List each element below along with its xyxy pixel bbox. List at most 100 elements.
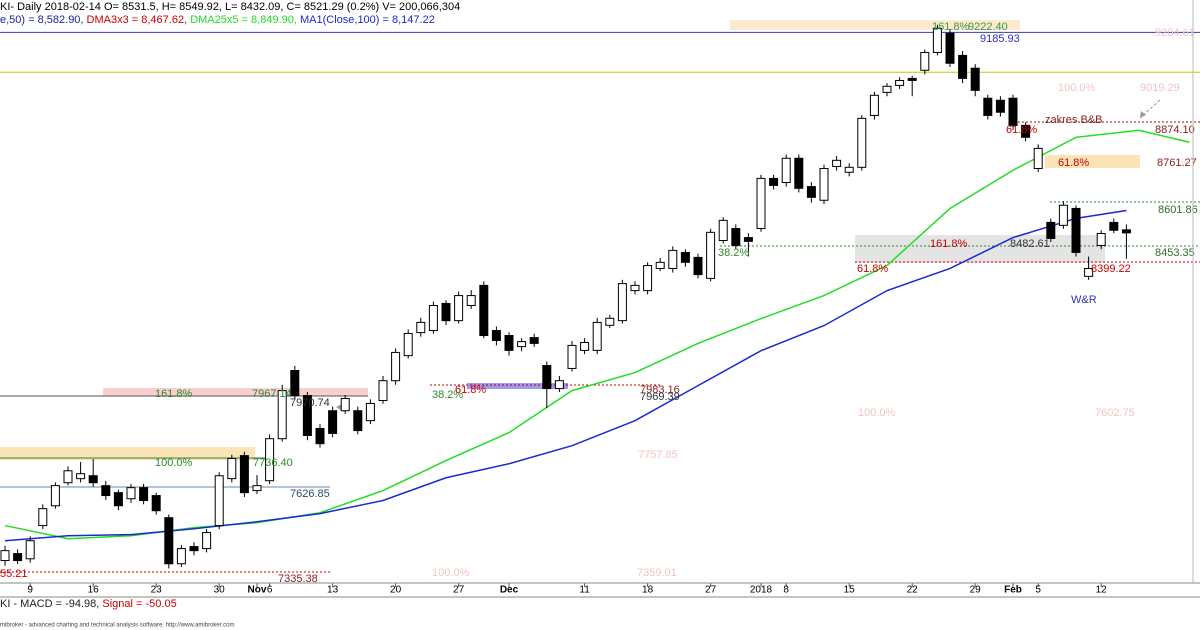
candle-body [88,475,98,484]
candle-body [592,321,602,351]
footer: mibroker - advanced charting and technic… [0,623,234,629]
annotation: 7983.16 [640,384,680,396]
candle-body [580,342,590,351]
annotation: 8453.35 [1155,247,1195,259]
annotation: 7757.85 [638,449,678,461]
candle-body [126,487,136,500]
candle-body [882,85,892,93]
candle-body [302,395,312,437]
candle-body [1096,232,1106,246]
ma-line [4,129,1190,540]
candle-body [1121,229,1131,234]
candle-body [743,237,753,242]
candle-body [1021,124,1031,138]
candle-body [970,67,980,91]
annotation: 61.8% [1006,124,1037,136]
annotation: 100.0% [155,457,193,469]
fib-zone [103,388,368,396]
candle-body [1046,221,1056,239]
annotation: 38.2% [432,389,463,401]
annotation: 8482.61 [1010,238,1050,250]
x-tick-label: 11 [579,585,590,596]
candle-body [554,380,564,390]
legend-item: MA1(Close,100) = 8,147.22 [300,14,435,26]
candle-body [340,397,350,412]
macd-title: KI - MACD = -94.98, Signal = -50.05 [0,598,177,610]
legend-item: DMA3x3 = 8,467.62, [87,14,188,26]
annotation: 161.8% [930,238,968,250]
x-tick-label: 18 [642,585,654,596]
candle-body [416,321,426,334]
candle-body [139,487,149,502]
annotation: 61.8% [1058,157,1089,169]
candle-body [504,335,514,351]
candle-body [403,332,413,357]
candle-body [643,265,653,292]
candle-body [1084,267,1094,277]
candle-body [832,159,842,167]
candle-body [781,157,791,183]
candle-body [315,428,325,445]
candle-body [1071,207,1081,253]
candle-body [1109,221,1119,231]
candle-body [391,351,401,382]
candle-body [176,548,186,565]
annotation: 100.0% [858,407,896,419]
candle-body [202,532,212,550]
candle-body [239,455,249,494]
x-tick-label: 29 [970,585,982,596]
candle-body [265,438,275,482]
candle-body [706,231,716,279]
candle-body [920,51,930,71]
candle-body [819,167,829,201]
x-tick-label: Feb [1004,585,1022,596]
candle-body [50,485,60,507]
candle-body [517,341,527,348]
annotation: 7969.39 [640,391,680,403]
candle-body [1008,97,1018,126]
candle-body [945,32,955,64]
candle-body [441,302,451,322]
candle-body [958,54,968,79]
candle-body [731,228,741,246]
candle-body [907,77,917,81]
x-tick-label: 13 [327,585,339,596]
candle-body [605,317,615,326]
x-tick-label: 16 [88,585,100,596]
candle-body [756,177,766,230]
legend-item: DMA25x5 = 8,849.90, [190,14,297,26]
x-tick-label: 27 [453,585,465,596]
candle-body [454,295,464,322]
candle-body [365,402,375,422]
candle-body [668,249,678,269]
candle-body [0,550,10,562]
candle-body [353,410,363,432]
chart-title: KI- Daily 2018-02-14 O= 8531.5, H= 8549.… [0,1,460,13]
annotation: 9222.40 [968,21,1008,33]
candle-body [328,410,338,434]
candle-body [25,540,35,560]
candle-body [76,473,86,480]
candle-body [113,492,123,507]
x-tick-label: 23 [151,585,163,596]
candle-body [101,485,111,497]
annotation: 8874.10 [1155,124,1195,136]
candle-body [378,380,388,402]
candle-body [630,284,640,292]
annotation: 7967.14 [252,388,292,400]
annotation: 7335.38 [278,573,318,585]
candle-body [844,166,854,173]
legend: e,50) = 8,582.90, DMA3x3 = 8,467.62, DMA… [0,14,435,26]
candle-body [932,27,942,53]
annotation: 9185.93 [980,33,1020,45]
annotation: 61.8% [857,263,888,275]
x-tick-label: 6 [267,585,273,596]
candle-body [857,117,867,168]
candle-body [680,251,690,263]
annotation: 9019.29 [1140,82,1180,94]
x-tick-label: 27 [705,585,717,596]
fib-zone [855,235,1105,263]
candle-body [1058,204,1068,226]
